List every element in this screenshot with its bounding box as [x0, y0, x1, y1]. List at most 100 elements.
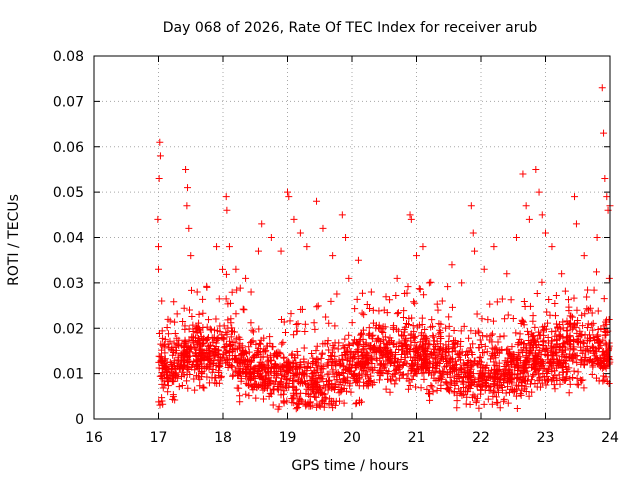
data-point	[277, 381, 285, 389]
data-point	[493, 298, 501, 306]
data-point	[569, 357, 577, 365]
data-point	[433, 300, 441, 308]
data-point	[294, 403, 302, 411]
data-point	[541, 350, 549, 358]
data-point	[218, 354, 226, 362]
data-point	[524, 327, 532, 335]
data-point	[518, 386, 526, 394]
data-point	[401, 289, 409, 297]
data-point	[570, 343, 578, 351]
data-point	[580, 360, 588, 368]
data-point	[536, 373, 544, 381]
data-point	[600, 295, 608, 303]
data-point	[191, 334, 199, 342]
data-point	[245, 392, 253, 400]
data-point	[584, 348, 592, 356]
data-point	[206, 341, 214, 349]
data-point	[594, 332, 602, 340]
data-point	[512, 329, 520, 337]
data-point	[331, 384, 339, 392]
data-point	[428, 383, 436, 391]
data-point	[503, 270, 511, 278]
data-point	[483, 333, 491, 341]
data-point	[427, 350, 435, 358]
data-point	[566, 350, 574, 358]
data-point	[393, 310, 401, 318]
data-point	[483, 361, 491, 369]
data-point	[266, 389, 274, 397]
data-point	[543, 372, 551, 380]
data-point	[202, 364, 210, 372]
data-point	[185, 224, 193, 232]
data-point	[492, 368, 500, 376]
data-point	[500, 395, 508, 403]
data-point	[422, 355, 430, 363]
data-point	[164, 330, 172, 338]
data-point	[374, 368, 382, 376]
data-point	[569, 336, 577, 344]
data-point	[406, 211, 414, 219]
data-point	[218, 265, 226, 273]
data-point	[449, 362, 457, 370]
data-point	[358, 309, 366, 317]
data-point	[337, 387, 345, 395]
data-point	[329, 366, 337, 374]
data-point	[209, 365, 217, 373]
data-point	[436, 360, 444, 368]
data-point	[190, 375, 198, 383]
data-point	[314, 302, 322, 310]
data-point	[460, 373, 468, 381]
data-point	[278, 315, 286, 323]
data-point	[496, 333, 504, 341]
data-point	[170, 298, 178, 306]
data-point	[233, 335, 241, 343]
data-point	[199, 309, 207, 317]
data-point	[487, 331, 495, 339]
data-point	[548, 337, 556, 345]
data-point	[267, 234, 275, 241]
data-point	[479, 380, 487, 388]
data-point	[183, 353, 191, 361]
data-point	[301, 320, 309, 328]
data-point	[369, 319, 377, 327]
data-point	[386, 375, 394, 383]
data-point	[221, 343, 229, 351]
x-tick-label: 23	[537, 430, 555, 446]
data-point	[180, 371, 188, 379]
data-point	[216, 363, 224, 371]
data-point	[397, 355, 405, 363]
data-point	[310, 358, 318, 366]
data-point	[538, 278, 546, 286]
data-point	[415, 366, 423, 374]
data-point	[164, 382, 172, 390]
data-point	[399, 361, 407, 369]
data-point	[265, 392, 273, 400]
data-point	[300, 344, 308, 352]
data-point	[272, 349, 280, 357]
data-point	[498, 295, 506, 303]
data-point	[570, 321, 578, 329]
data-point	[578, 311, 586, 319]
data-point	[458, 279, 466, 287]
data-point	[360, 311, 368, 319]
data-point	[293, 365, 301, 373]
data-point	[359, 352, 367, 360]
data-point	[199, 383, 207, 391]
data-point	[272, 378, 280, 386]
data-point	[476, 354, 484, 362]
data-point	[425, 279, 433, 287]
data-point	[536, 346, 544, 354]
data-point	[237, 377, 245, 385]
data-point	[377, 348, 385, 356]
data-point	[533, 352, 541, 360]
data-point	[473, 310, 481, 318]
data-point	[433, 386, 441, 394]
data-point	[339, 378, 347, 386]
data-point	[529, 344, 537, 352]
data-point	[238, 344, 246, 352]
data-point	[314, 378, 322, 386]
data-point	[375, 307, 383, 315]
y-tick-label: 0.08	[53, 49, 84, 65]
data-point	[169, 391, 177, 399]
data-point	[431, 368, 439, 376]
